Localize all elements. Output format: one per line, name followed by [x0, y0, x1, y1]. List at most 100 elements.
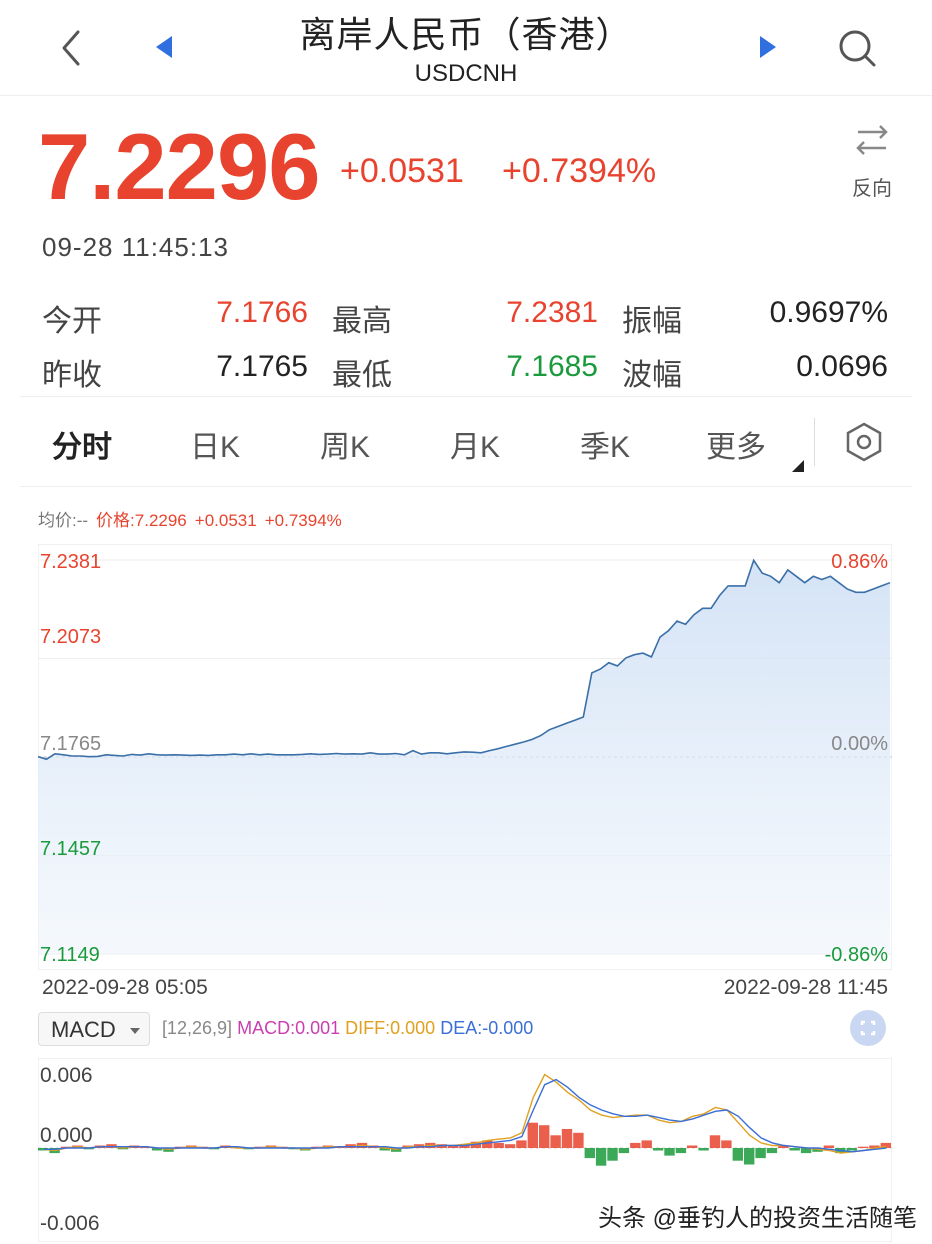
low-label: 最低 — [332, 359, 392, 392]
period-tabs: 分时 日K 周K 月K 季K 更多 — [0, 400, 932, 484]
macd-histogram-bar — [823, 1145, 835, 1148]
volatility-label: 波幅 — [622, 359, 682, 392]
macd-histogram-bar — [641, 1140, 652, 1148]
macd-histogram-bar — [573, 1132, 584, 1148]
dropdown-corner-icon — [792, 460, 804, 472]
y-tick-label: 7.1457 — [40, 838, 102, 860]
tab-divider — [814, 418, 815, 466]
y-tick-label: 7.2381 — [40, 551, 102, 573]
macd-histogram-bar — [675, 1148, 687, 1154]
macd-histogram-bar — [880, 1142, 891, 1148]
price-area — [38, 560, 890, 954]
macd-histogram-bar — [117, 1148, 129, 1150]
macd-histogram-bar — [664, 1148, 675, 1156]
triangle-right-icon[interactable] — [752, 30, 782, 64]
amplitude-value: 0.9697% — [769, 296, 888, 329]
diff-line — [43, 1073, 887, 1154]
low-value: 7.1685 — [506, 350, 598, 383]
macd-histogram-bar — [561, 1129, 573, 1148]
chevron-down-icon — [130, 1028, 140, 1034]
y-tick-label: 7.1149 — [40, 944, 100, 966]
pct-tick-label: 0.00% — [831, 733, 888, 755]
macd-tick-label: 0.000 — [40, 1124, 93, 1147]
prev-close-value: 7.1765 — [216, 350, 308, 383]
header: 离岸人民币（香港） USDCNH — [0, 0, 932, 96]
reverse-button[interactable]: 反向 — [842, 120, 902, 200]
open-label: 今开 — [42, 305, 102, 338]
macd-tick-label: -0.006 — [40, 1212, 100, 1235]
tab-monthly-k[interactable]: 月K — [450, 431, 501, 464]
avg-price-legend: 均价:-- — [38, 511, 89, 530]
high-label: 最高 — [332, 305, 392, 338]
triangle-left-icon[interactable] — [150, 30, 180, 64]
macd-histogram-bar — [379, 1148, 390, 1151]
x-start-label: 2022-09-28 05:05 — [42, 976, 208, 999]
macd-histogram-bar — [744, 1148, 755, 1165]
settings-hexagon-icon[interactable] — [842, 420, 886, 464]
macd-histogram-bar — [721, 1140, 732, 1148]
macd-tick-label: 0.006 — [40, 1064, 93, 1087]
macd-histogram-bar — [550, 1135, 561, 1148]
macd-histogram-bar — [789, 1148, 800, 1151]
macd-histogram-bar — [618, 1148, 630, 1154]
macd-histogram-bar — [482, 1140, 493, 1148]
macd-histogram-bar — [539, 1125, 550, 1148]
diff-value: DIFF:0.000 — [345, 1018, 436, 1038]
chart-legend: 均价:-- 价格:7.2296 +0.0531 +0.7394% — [38, 506, 350, 531]
macd-histogram-bar — [709, 1135, 721, 1148]
macd-chart[interactable] — [38, 1058, 892, 1242]
macd-histogram-bar — [516, 1140, 527, 1148]
change-legend: +0.0531 — [194, 511, 257, 530]
tab-weekly-k[interactable]: 周K — [320, 431, 371, 464]
macd-histogram-bar — [732, 1148, 743, 1161]
macd-histogram-bar — [857, 1146, 869, 1148]
price-change-percent: +0.7394% — [502, 152, 657, 190]
macd-histogram-bar — [595, 1148, 607, 1166]
indicator-select-value: MACD — [51, 1017, 116, 1042]
swap-arrows-icon — [856, 125, 888, 155]
divider — [20, 486, 912, 487]
pct-tick-label: 0.86% — [831, 551, 888, 573]
macd-histogram-bar — [652, 1148, 664, 1151]
y-tick-label: 7.1765 — [40, 733, 102, 755]
tab-quarterly-k[interactable]: 季K — [580, 431, 631, 464]
last-price: 7.2296 — [38, 114, 321, 219]
intraday-chart[interactable] — [38, 544, 892, 970]
macd-histogram-bar — [504, 1144, 516, 1148]
y-tick-label: 7.2073 — [40, 626, 102, 648]
macd-histogram-bar — [800, 1148, 812, 1154]
reverse-label: 反向 — [852, 178, 892, 200]
macd-histogram-bar — [687, 1145, 698, 1148]
macd-histogram-bar — [755, 1148, 766, 1159]
macd-params: [12,26,9] — [162, 1018, 233, 1038]
divider — [20, 396, 912, 397]
chevron-left-icon[interactable] — [52, 24, 92, 72]
tab-daily-k[interactable]: 日K — [190, 431, 241, 464]
indicator-select[interactable]: MACD — [38, 1012, 150, 1046]
tab-intraday[interactable]: 分时 — [52, 431, 112, 464]
dea-line — [43, 1078, 887, 1153]
dea-value: DEA:-0.000 — [440, 1018, 534, 1038]
volatility-value: 0.0696 — [796, 350, 888, 383]
high-value: 7.2381 — [506, 296, 598, 329]
price-legend: 价格:7.2296 — [96, 511, 187, 530]
macd-histogram-bar — [447, 1145, 459, 1148]
search-icon[interactable] — [832, 24, 882, 72]
quote-timestamp: 09-28 11:45:13 — [42, 232, 229, 262]
macd-histogram-bar — [60, 1146, 72, 1148]
price-line — [38, 558, 891, 761]
macd-legend: [12,26,9] MACD:0.001 DIFF:0.000 DEA:-0.0… — [162, 1018, 533, 1039]
macd-histogram-bar — [151, 1148, 163, 1151]
expand-icon[interactable] — [850, 1010, 886, 1046]
page-title: 离岸人民币（香港） — [299, 14, 633, 55]
pct-tick-label: -0.86% — [824, 944, 888, 966]
macd-histogram-bar — [778, 1145, 789, 1148]
open-value: 7.1766 — [216, 296, 308, 329]
amplitude-label: 振幅 — [622, 305, 682, 338]
tab-more[interactable]: 更多 — [706, 431, 766, 464]
macd-histogram-bar — [584, 1148, 595, 1159]
macd-histogram-bar — [527, 1122, 538, 1148]
macd-histogram-bar — [766, 1148, 778, 1154]
macd-histogram-bar — [869, 1145, 880, 1148]
macd-histogram-bar — [846, 1148, 857, 1151]
